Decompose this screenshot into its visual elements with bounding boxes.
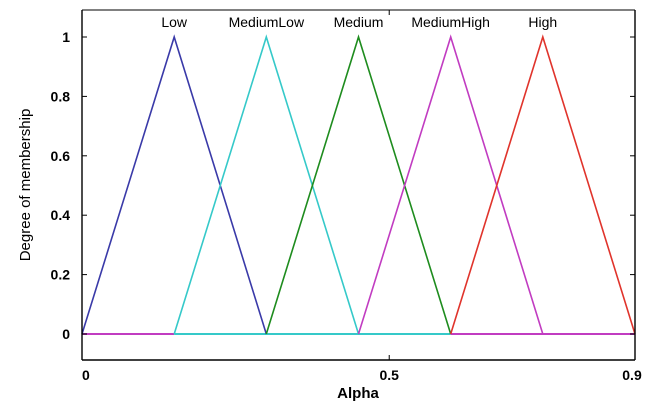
y-tick-label: 1 [62,29,70,45]
series-line-medium-low [173,34,360,335]
y-tick-label: 0.8 [51,88,71,104]
y-tick-label: 0.6 [51,148,71,164]
series-lines [81,34,636,335]
axes [81,9,636,361]
y-tick-label: 0.4 [51,207,71,223]
x-tick-label: 0 [82,367,90,383]
membership-label: MediumHigh [411,14,490,30]
x-tick-label: 0.5 [379,367,399,383]
x-axis-title: Alpha [337,385,379,402]
membership-label: Medium [334,14,384,30]
membership-label: High [528,14,557,30]
membership-label: MediumLow [229,14,305,30]
series-line-low [81,34,268,335]
x-tick-label: 0.9 [622,367,642,383]
plot-background [82,10,635,360]
y-tick-label: 0 [62,326,70,342]
x-tick-labels: 0 0.5 0.9 [82,367,642,383]
series-line-medium-high [357,34,544,335]
y-tick-label: 0.2 [51,267,71,283]
series-line-high [449,34,636,335]
plot-area [82,10,635,360]
y-tick-labels: 0 0.2 0.4 0.6 0.8 1 [51,29,71,342]
membership-label: Low [161,14,188,30]
series-line-medium [265,34,452,335]
membership-labels: Low MediumLow Medium MediumHigh High [161,14,557,30]
y-axis-title: Degree of membership [17,109,34,262]
